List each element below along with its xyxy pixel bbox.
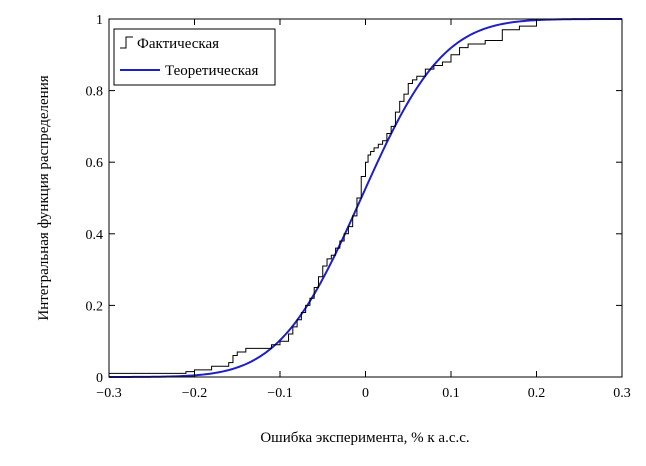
legend-label-theoretical: Теоретическая bbox=[165, 63, 258, 79]
y-tick-label: 1 bbox=[96, 13, 103, 28]
x-tick-label: −0.2 bbox=[182, 386, 207, 401]
series-actual-line bbox=[109, 18, 622, 374]
x-tick-label: −0.3 bbox=[96, 386, 121, 401]
x-tick-label: 0.3 bbox=[613, 386, 631, 401]
x-axis-label: Ошибка эксперимента, % к а.с.с. bbox=[260, 430, 469, 446]
y-axis-label: Интегральная функция распределения bbox=[36, 75, 52, 320]
x-axis: −0.3 −0.2 −0.1 0 0.1 0.2 0.3 bbox=[96, 19, 631, 401]
y-tick-label: 0 bbox=[96, 371, 103, 386]
x-tick-label: 0.1 bbox=[442, 386, 460, 401]
y-tick-label: 0.4 bbox=[86, 228, 104, 243]
legend-box bbox=[113, 28, 276, 86]
y-tick-label: 0.2 bbox=[86, 299, 104, 314]
x-tick-label: 0.2 bbox=[528, 386, 546, 401]
legend: Фактическая Теоретическая bbox=[113, 28, 276, 86]
y-axis: 0 0.2 0.4 0.6 0.8 1 bbox=[86, 13, 622, 386]
x-tick-label: 0 bbox=[362, 386, 369, 401]
y-tick-label: 0.6 bbox=[86, 156, 104, 171]
y-tick-label: 0.8 bbox=[86, 85, 104, 100]
x-tick-label: −0.1 bbox=[267, 386, 292, 401]
legend-swatch-actual bbox=[120, 36, 133, 49]
legend-label-actual: Фактическая bbox=[137, 36, 219, 52]
